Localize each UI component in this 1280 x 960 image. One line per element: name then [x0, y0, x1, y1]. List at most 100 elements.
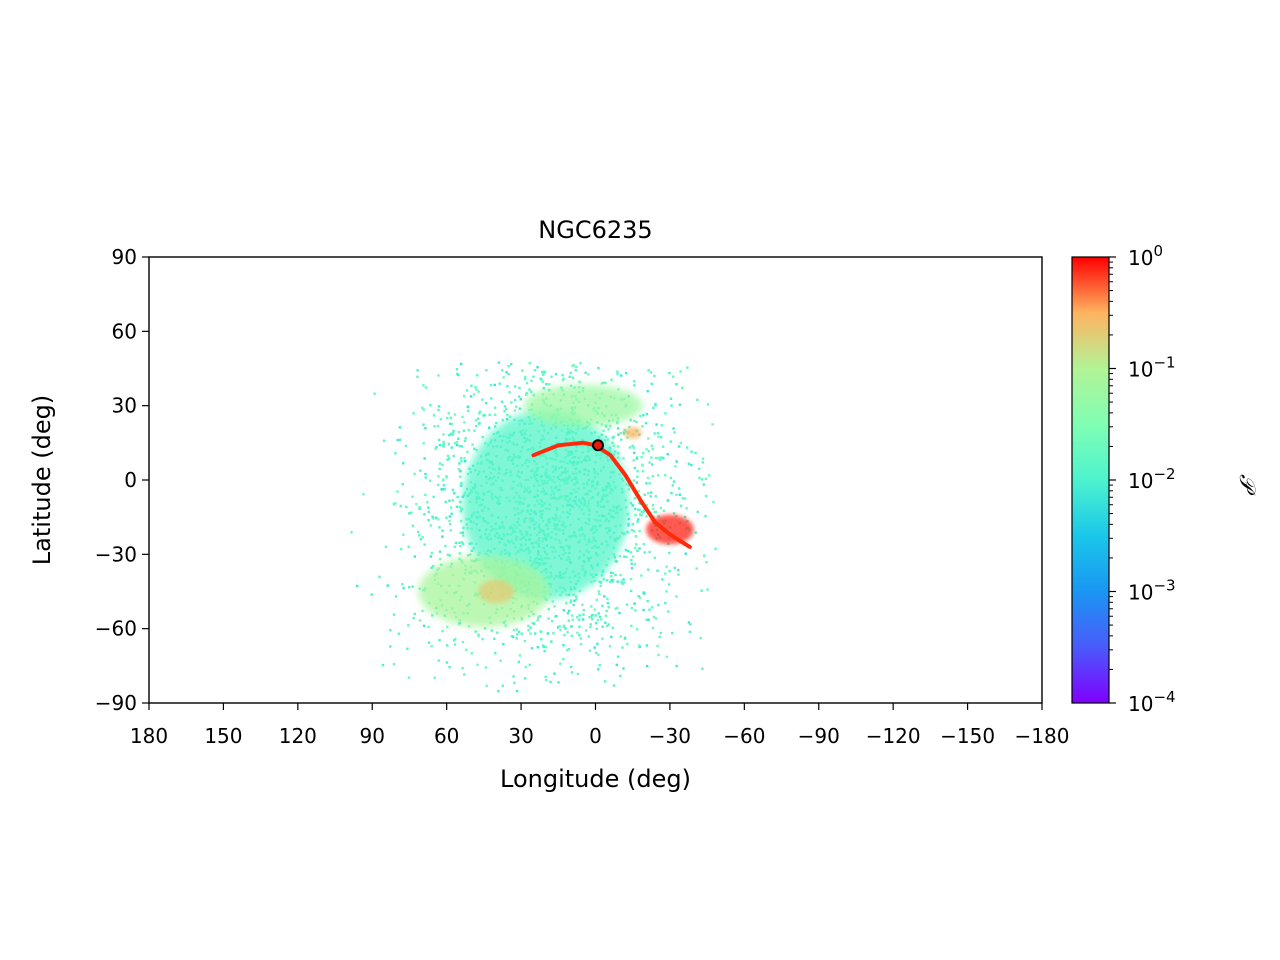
density-point: [473, 429, 476, 432]
density-point: [446, 625, 449, 629]
density-point: [523, 639, 526, 643]
density-point: [574, 369, 577, 372]
density-point: [688, 630, 692, 634]
density-point: [559, 662, 562, 665]
density-point: [551, 619, 554, 623]
density-point: [510, 635, 514, 638]
density-point: [451, 488, 455, 492]
density-point: [701, 461, 705, 464]
density-point: [598, 664, 601, 667]
density-point: [487, 426, 491, 429]
density-point: [608, 424, 612, 428]
density-point: [618, 611, 621, 615]
density-point: [627, 549, 630, 553]
density-point: [694, 451, 697, 455]
density-point: [575, 598, 578, 601]
density-point: [647, 618, 650, 621]
density-point: [659, 435, 663, 439]
density-point: [666, 499, 670, 502]
density-point: [563, 633, 566, 637]
density-point: [541, 380, 544, 383]
density-point: [629, 501, 633, 505]
density-point: [607, 623, 610, 626]
density-point: [539, 630, 542, 633]
density-point: [469, 553, 472, 556]
density-point: [677, 445, 681, 448]
density-point: [576, 616, 579, 619]
density-point: [658, 635, 661, 639]
density-point: [636, 520, 639, 523]
density-point: [606, 438, 609, 441]
density-point: [484, 401, 488, 405]
density-point: [601, 604, 604, 608]
density-point: [362, 493, 365, 496]
density-point: [413, 555, 416, 558]
density-point: [659, 456, 663, 459]
density-point: [452, 639, 456, 642]
density-point: [566, 611, 570, 615]
density-point: [616, 372, 619, 376]
density-point: [705, 561, 708, 564]
density-point: [672, 480, 676, 483]
density-point: [355, 584, 359, 588]
density-point: [597, 668, 600, 671]
density-point: [630, 624, 633, 627]
density-point: [481, 398, 484, 401]
density-point: [459, 510, 463, 513]
density-point: [589, 623, 592, 626]
density-point: [527, 624, 530, 628]
density-point: [442, 484, 446, 487]
density-point: [460, 457, 463, 460]
density-point: [671, 375, 675, 378]
density-point: [646, 599, 649, 603]
density-point: [647, 437, 650, 440]
density-point: [663, 572, 667, 575]
density-point: [442, 478, 445, 481]
density-point: [447, 412, 450, 415]
density-point: [657, 653, 660, 657]
y-axis-label: Latitude (deg): [28, 395, 56, 565]
density-point: [569, 371, 572, 375]
density-point: [584, 629, 588, 632]
density-point: [536, 366, 539, 369]
density-point: [630, 566, 634, 570]
density-point: [602, 429, 605, 432]
density-point: [501, 369, 504, 372]
density-point: [508, 391, 511, 394]
density-point: [407, 676, 411, 679]
density-point: [381, 663, 385, 667]
density-point: [627, 517, 630, 521]
density-point: [470, 384, 473, 387]
x-tick-label: −150: [940, 724, 995, 748]
density-point: [611, 441, 614, 444]
density-point: [579, 642, 583, 646]
density-point: [627, 488, 631, 491]
density-point: [463, 456, 466, 460]
density-point: [474, 385, 477, 389]
density-point: [556, 626, 560, 629]
density-point: [673, 431, 676, 434]
density-point: [401, 482, 404, 486]
density-point: [378, 575, 381, 579]
density-point: [689, 623, 692, 626]
density-point: [397, 632, 401, 635]
density-point: [495, 421, 498, 425]
density-point: [597, 653, 600, 657]
density-point: [541, 370, 544, 374]
density-point: [657, 515, 660, 518]
density-point: [474, 419, 478, 422]
density-point: [530, 379, 533, 382]
density-point: [453, 545, 456, 549]
density-point: [553, 672, 556, 675]
density-point: [610, 578, 613, 582]
density-point: [399, 504, 402, 508]
density-point: [498, 382, 501, 385]
density-point: [694, 531, 697, 534]
density-point: [683, 497, 687, 500]
density-point: [401, 583, 404, 586]
density-point: [644, 421, 648, 425]
density-point: [430, 566, 433, 569]
density-point: [507, 373, 510, 376]
density-point: [424, 493, 427, 497]
